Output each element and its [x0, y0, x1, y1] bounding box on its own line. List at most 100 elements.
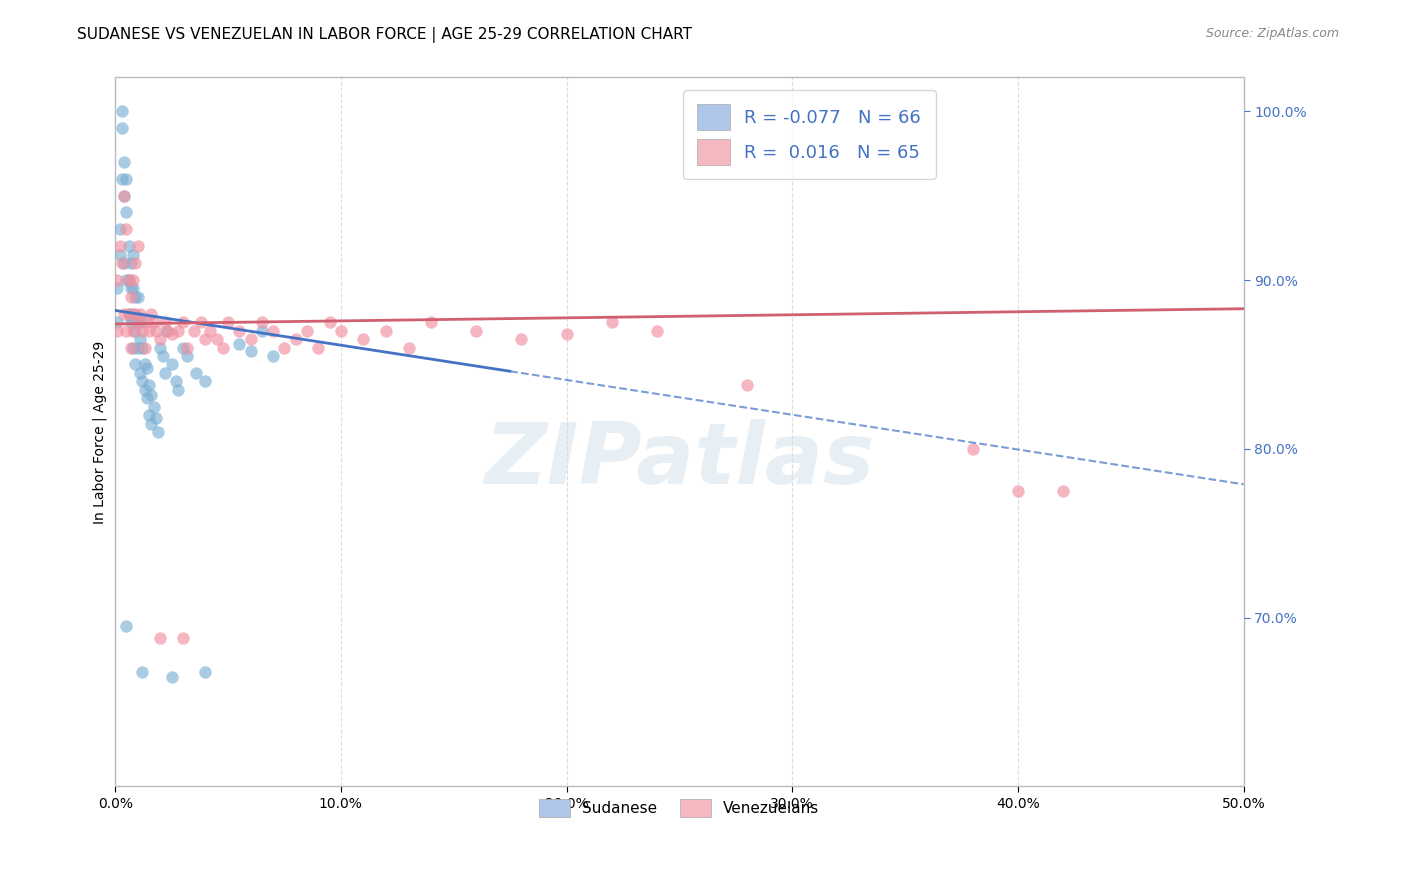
Point — [228, 337, 250, 351]
Point — [127, 315, 149, 329]
Point — [129, 307, 152, 321]
Point — [205, 332, 228, 346]
Point — [176, 349, 198, 363]
Point — [112, 307, 135, 321]
Point — [160, 670, 183, 684]
Point — [135, 360, 157, 375]
Point — [129, 332, 152, 346]
Point — [167, 383, 190, 397]
Point — [112, 154, 135, 169]
Point — [600, 315, 623, 329]
Point — [124, 307, 146, 321]
Point — [295, 324, 318, 338]
Point — [115, 171, 138, 186]
Text: ZIPatlas: ZIPatlas — [484, 419, 875, 502]
Point — [420, 315, 443, 329]
Point — [146, 425, 169, 439]
Point — [131, 315, 153, 329]
Point — [212, 341, 235, 355]
Point — [153, 315, 176, 329]
Point — [160, 358, 183, 372]
Point — [172, 315, 194, 329]
Point — [118, 307, 141, 321]
Point — [645, 324, 668, 338]
Point — [141, 388, 163, 402]
Point — [186, 366, 208, 380]
Point — [250, 315, 273, 329]
Point — [149, 631, 172, 645]
Point — [273, 341, 295, 355]
Point — [108, 222, 131, 236]
Point — [318, 315, 340, 329]
Point — [145, 411, 167, 425]
Point — [107, 273, 129, 287]
Point — [198, 324, 221, 338]
Point — [118, 273, 141, 287]
Point — [107, 281, 129, 295]
Point — [465, 324, 488, 338]
Point — [127, 290, 149, 304]
Point — [735, 377, 758, 392]
Point — [127, 239, 149, 253]
Point — [112, 188, 135, 202]
Point — [172, 341, 194, 355]
Text: Source: ZipAtlas.com: Source: ZipAtlas.com — [1205, 27, 1339, 40]
Point — [134, 341, 156, 355]
Point — [307, 341, 329, 355]
Point — [112, 188, 135, 202]
Point — [124, 358, 146, 372]
Point — [134, 383, 156, 397]
Point — [135, 391, 157, 405]
Text: SUDANESE VS VENEZUELAN IN LABOR FORCE | AGE 25-29 CORRELATION CHART: SUDANESE VS VENEZUELAN IN LABOR FORCE | … — [77, 27, 692, 43]
Point — [120, 281, 142, 295]
Point — [107, 324, 129, 338]
Point — [172, 631, 194, 645]
Point — [122, 341, 145, 355]
Point — [135, 315, 157, 329]
Point — [329, 324, 352, 338]
Point — [250, 324, 273, 338]
Point — [124, 290, 146, 304]
Point — [124, 324, 146, 338]
Point — [129, 366, 152, 380]
Point — [217, 315, 239, 329]
Point — [352, 332, 374, 346]
Point — [190, 315, 212, 329]
Point — [115, 619, 138, 633]
Point — [131, 341, 153, 355]
Point — [122, 307, 145, 321]
Point — [239, 332, 262, 346]
Point — [156, 324, 179, 338]
Point — [118, 239, 141, 253]
Point — [122, 281, 145, 295]
Point — [138, 377, 160, 392]
Point — [112, 256, 135, 270]
Point — [122, 248, 145, 262]
Point — [108, 248, 131, 262]
Point — [118, 273, 141, 287]
Point — [111, 256, 134, 270]
Point — [127, 315, 149, 329]
Point — [149, 341, 172, 355]
Point — [111, 104, 134, 119]
Point — [138, 324, 160, 338]
Point — [127, 310, 149, 325]
Point — [120, 290, 142, 304]
Point — [127, 341, 149, 355]
Point — [142, 315, 165, 329]
Point — [555, 326, 578, 341]
Point — [138, 408, 160, 422]
Point — [120, 310, 142, 325]
Legend: Sudanese, Venezuelans: Sudanese, Venezuelans — [531, 791, 827, 825]
Point — [262, 324, 284, 338]
Point — [194, 374, 217, 388]
Point — [107, 315, 129, 329]
Point — [194, 332, 217, 346]
Point — [115, 324, 138, 338]
Point — [122, 273, 145, 287]
Point — [510, 332, 533, 346]
Point — [165, 374, 187, 388]
Point — [115, 205, 138, 219]
Point — [115, 273, 138, 287]
Point — [118, 307, 141, 321]
